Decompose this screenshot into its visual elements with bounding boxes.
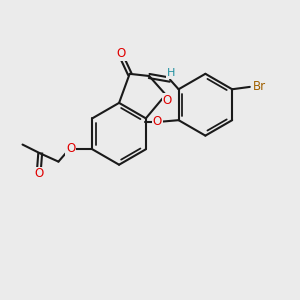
Text: H: H: [167, 68, 175, 78]
Text: O: O: [34, 167, 43, 181]
Text: O: O: [163, 94, 172, 107]
Text: Br: Br: [253, 80, 266, 93]
Text: O: O: [66, 142, 75, 155]
Text: O: O: [152, 115, 162, 128]
Text: O: O: [117, 47, 126, 60]
